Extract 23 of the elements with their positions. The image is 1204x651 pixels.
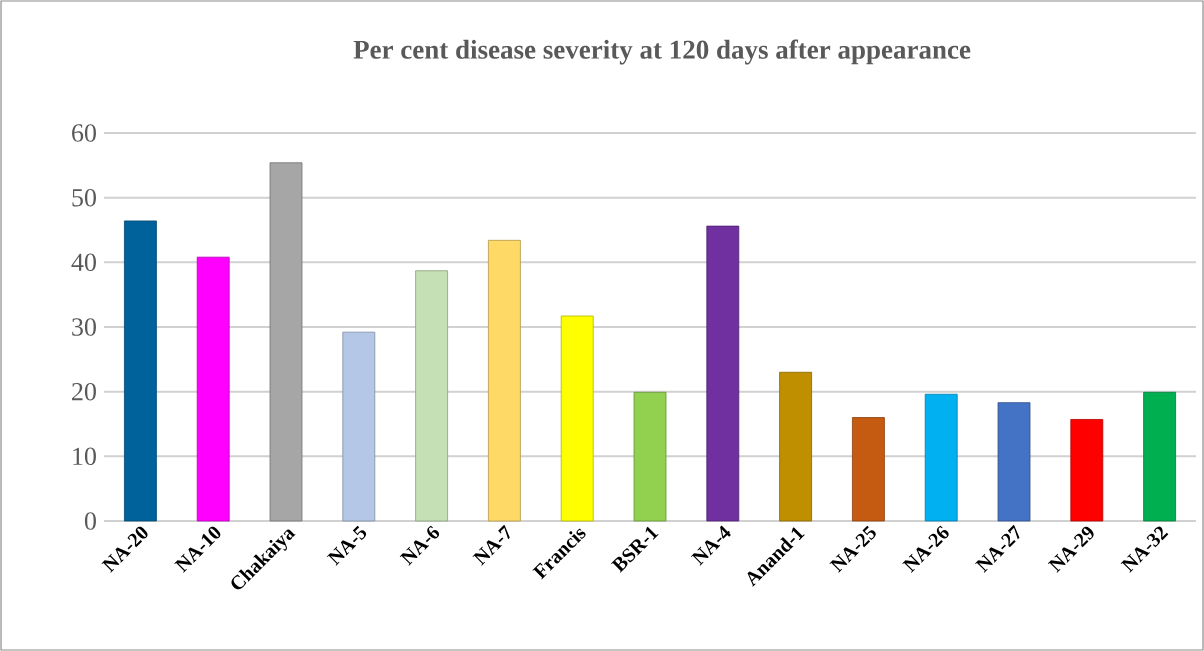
y-tick-label: 40 xyxy=(71,253,96,272)
bar xyxy=(779,371,813,522)
bar xyxy=(124,220,157,522)
bar xyxy=(1143,391,1176,522)
bar xyxy=(924,393,958,522)
bar xyxy=(342,331,376,522)
bar xyxy=(1070,419,1104,522)
y-tick-label: 60 xyxy=(72,124,96,142)
bar xyxy=(196,256,230,522)
bar xyxy=(706,225,740,522)
bar xyxy=(488,239,521,522)
chart-title: Per cent disease severity at 120 days after appearance xyxy=(353,39,971,65)
y-tick-label: 10 xyxy=(73,447,96,466)
bar xyxy=(415,270,448,522)
y-tick-label: 20 xyxy=(72,382,96,401)
bar xyxy=(633,391,667,522)
bar xyxy=(997,402,1031,522)
bar xyxy=(560,315,594,522)
bar xyxy=(852,417,885,522)
y-tick-label: 0 xyxy=(84,512,96,530)
y-tick-label: 30 xyxy=(72,318,96,336)
y-tick-label: 50 xyxy=(72,188,96,207)
bar xyxy=(269,162,303,522)
